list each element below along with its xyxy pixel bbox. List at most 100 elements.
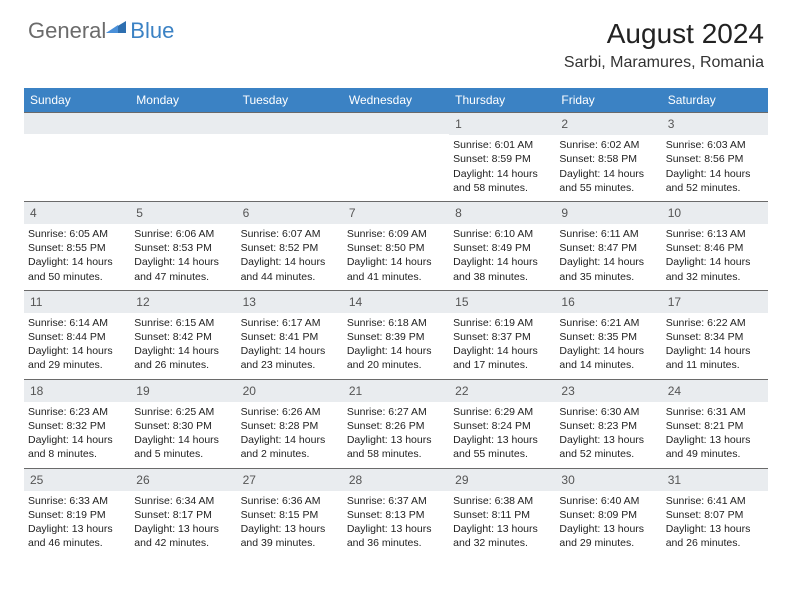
- calendar-day-cell: 13Sunrise: 6:17 AMSunset: 8:41 PMDayligh…: [237, 290, 343, 379]
- sunrise-line: Sunrise: 6:21 AM: [559, 316, 657, 330]
- daylight-line: Daylight: 13 hours and 39 minutes.: [241, 522, 339, 550]
- sunrise-line: Sunrise: 6:10 AM: [453, 227, 551, 241]
- day-number-bar: 16: [555, 290, 661, 313]
- day-number-bar: 27: [237, 468, 343, 491]
- sunrise-line: Sunrise: 6:17 AM: [241, 316, 339, 330]
- day-number-bar: 19: [130, 379, 236, 402]
- title-block: August 2024 Sarbi, Maramures, Romania: [564, 18, 764, 72]
- day-number-bar: [343, 112, 449, 134]
- sunrise-line: Sunrise: 6:18 AM: [347, 316, 445, 330]
- sunrise-line: Sunrise: 6:14 AM: [28, 316, 126, 330]
- sunrise-line: Sunrise: 6:23 AM: [28, 405, 126, 419]
- day-number-bar: 5: [130, 201, 236, 224]
- day-number-bar: 12: [130, 290, 236, 313]
- sunset-line: Sunset: 8:47 PM: [559, 241, 657, 255]
- sunset-line: Sunset: 8:58 PM: [559, 152, 657, 166]
- daylight-line: Daylight: 14 hours and 47 minutes.: [134, 255, 232, 283]
- sunset-line: Sunset: 8:30 PM: [134, 419, 232, 433]
- day-number-bar: 8: [449, 201, 555, 224]
- calendar-day-cell: [343, 112, 449, 201]
- weekday-header-row: SundayMondayTuesdayWednesdayThursdayFrid…: [24, 88, 768, 112]
- calendar-day-cell: 21Sunrise: 6:27 AMSunset: 8:26 PMDayligh…: [343, 379, 449, 468]
- calendar-day-cell: [130, 112, 236, 201]
- daylight-line: Daylight: 14 hours and 38 minutes.: [453, 255, 551, 283]
- calendar-day-cell: 7Sunrise: 6:09 AMSunset: 8:50 PMDaylight…: [343, 201, 449, 290]
- calendar-body: 1Sunrise: 6:01 AMSunset: 8:59 PMDaylight…: [24, 112, 768, 556]
- daylight-line: Daylight: 13 hours and 55 minutes.: [453, 433, 551, 461]
- weekday-header-cell: Tuesday: [237, 88, 343, 112]
- calendar-day-cell: 10 Sunrise: 6:13 AMSunset: 8:46 PMDayligh…: [662, 201, 768, 290]
- sunset-line: Sunset: 8:53 PM: [134, 241, 232, 255]
- calendar-week-row: 11Sunrise: 6:14 AMSunset: 8:44 PMDayligh…: [24, 290, 768, 379]
- day-number-bar: 26: [130, 468, 236, 491]
- sunset-line: Sunset: 8:46 PM: [666, 241, 764, 255]
- brand-logo: General Blue: [28, 18, 174, 44]
- sunrise-line: Sunrise: 6:02 AM: [559, 138, 657, 152]
- sunset-line: Sunset: 8:23 PM: [559, 419, 657, 433]
- sunset-line: Sunset: 8:17 PM: [134, 508, 232, 522]
- calendar-day-cell: 16Sunrise: 6:21 AMSunset: 8:35 PMDayligh…: [555, 290, 661, 379]
- weekday-header-cell: Friday: [555, 88, 661, 112]
- calendar-day-cell: 2Sunrise: 6:02 AMSunset: 8:58 PMDaylight…: [555, 112, 661, 201]
- day-number-bar: 17: [662, 290, 768, 313]
- sunrise-line: Sunrise: 6:22 AM: [666, 316, 764, 330]
- day-number-bar: 25: [24, 468, 130, 491]
- sunset-line: Sunset: 8:32 PM: [28, 419, 126, 433]
- page-header: General Blue August 2024 Sarbi, Maramure…: [0, 0, 792, 80]
- sunrise-line: Sunrise: 6:15 AM: [134, 316, 232, 330]
- daylight-line: Daylight: 13 hours and 49 minutes.: [666, 433, 764, 461]
- sunset-line: Sunset: 8:19 PM: [28, 508, 126, 522]
- sunrise-line: Sunrise: 6:13 AM: [666, 227, 764, 241]
- calendar-day-cell: 4Sunrise: 6:05 AMSunset: 8:55 PMDaylight…: [24, 201, 130, 290]
- day-number-bar: [24, 112, 130, 134]
- calendar-day-cell: 19Sunrise: 6:25 AMSunset: 8:30 PMDayligh…: [130, 379, 236, 468]
- sunset-line: Sunset: 8:13 PM: [347, 508, 445, 522]
- weekday-header-cell: Sunday: [24, 88, 130, 112]
- daylight-line: Daylight: 13 hours and 58 minutes.: [347, 433, 445, 461]
- sunset-line: Sunset: 8:15 PM: [241, 508, 339, 522]
- sunrise-line: Sunrise: 6:34 AM: [134, 494, 232, 508]
- sunset-line: Sunset: 8:09 PM: [559, 508, 657, 522]
- sunset-line: Sunset: 8:35 PM: [559, 330, 657, 344]
- calendar-day-cell: 12 Sunrise: 6:15 AMSunset: 8:42 PMDayligh…: [130, 290, 236, 379]
- daylight-line: Daylight: 14 hours and 29 minutes.: [28, 344, 126, 372]
- daylight-line: Daylight: 14 hours and 26 minutes.: [134, 344, 232, 372]
- sunrise-line: Sunrise: 6:41 AM: [666, 494, 764, 508]
- sunset-line: Sunset: 8:26 PM: [347, 419, 445, 433]
- calendar-day-cell: 8Sunrise: 6:10 AMSunset: 8:49 PMDaylight…: [449, 201, 555, 290]
- calendar-day-cell: 9Sunrise: 6:11 AMSunset: 8:47 PMDaylight…: [555, 201, 661, 290]
- day-number-bar: 3: [662, 112, 768, 135]
- sunset-line: Sunset: 8:50 PM: [347, 241, 445, 255]
- day-number-bar: 31: [662, 468, 768, 491]
- daylight-line: Daylight: 14 hours and 32 minutes.: [666, 255, 764, 283]
- day-number-bar: 6: [237, 201, 343, 224]
- daylight-line: Daylight: 13 hours and 32 minutes.: [453, 522, 551, 550]
- sunset-line: Sunset: 8:11 PM: [453, 508, 551, 522]
- day-number-bar: 18: [24, 379, 130, 402]
- sunrise-line: Sunrise: 6:40 AM: [559, 494, 657, 508]
- day-number-bar: 21: [343, 379, 449, 402]
- calendar-day-cell: [237, 112, 343, 201]
- day-number-bar: 14: [343, 290, 449, 313]
- day-number-bar: 2: [555, 112, 661, 135]
- sunrise-line: Sunrise: 6:38 AM: [453, 494, 551, 508]
- daylight-line: Daylight: 14 hours and 20 minutes.: [347, 344, 445, 372]
- brand-word-general: General: [28, 18, 106, 44]
- brand-triangle-icon: [106, 19, 128, 35]
- daylight-line: Daylight: 14 hours and 2 minutes.: [241, 433, 339, 461]
- calendar-day-cell: 22Sunrise: 6:29 AMSunset: 8:24 PMDayligh…: [449, 379, 555, 468]
- calendar-day-cell: 27 Sunrise: 6:36 AMSunset: 8:15 PMDayligh…: [237, 468, 343, 557]
- day-number-bar: 24: [662, 379, 768, 402]
- day-number-bar: 10: [662, 201, 768, 224]
- sunset-line: Sunset: 8:42 PM: [134, 330, 232, 344]
- calendar-day-cell: 23Sunrise: 6:30 AMSunset: 8:23 PMDayligh…: [555, 379, 661, 468]
- day-number-bar: 29: [449, 468, 555, 491]
- daylight-line: Daylight: 14 hours and 41 minutes.: [347, 255, 445, 283]
- weekday-header-cell: Saturday: [662, 88, 768, 112]
- day-number-bar: 13: [237, 290, 343, 313]
- sunset-line: Sunset: 8:37 PM: [453, 330, 551, 344]
- calendar-day-cell: 1Sunrise: 6:01 AMSunset: 8:59 PMDaylight…: [449, 112, 555, 201]
- sunset-line: Sunset: 8:59 PM: [453, 152, 551, 166]
- sunrise-line: Sunrise: 6:36 AM: [241, 494, 339, 508]
- daylight-line: Daylight: 13 hours and 26 minutes.: [666, 522, 764, 550]
